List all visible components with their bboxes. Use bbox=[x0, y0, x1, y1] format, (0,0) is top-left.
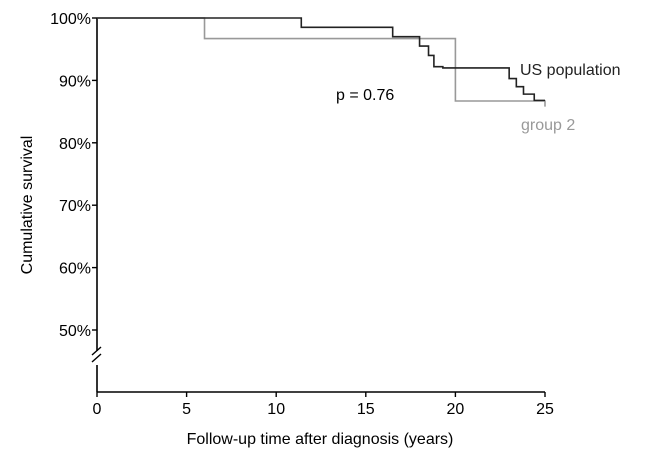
x-tick-label: 25 bbox=[536, 401, 554, 418]
labels-layer: 50% 60% 70% 80% 90% 100% 0 5 10 15 20 25 US populati… bbox=[50, 11, 620, 418]
y-tick-label: 100% bbox=[50, 11, 91, 28]
y-tick-label: 90% bbox=[59, 73, 91, 90]
x-tick-label: 0 bbox=[93, 401, 102, 418]
x-tick-label: 15 bbox=[357, 401, 375, 418]
y-tick-label: 60% bbox=[59, 261, 91, 278]
y-tick-label: 50% bbox=[59, 323, 91, 340]
x-axis-title: Follow-up time after diagnosis (years) bbox=[187, 431, 454, 448]
y-axis-title: Cumulative survival bbox=[19, 136, 36, 275]
series-line-group-2 bbox=[97, 17, 546, 107]
y-tick-label: 80% bbox=[59, 136, 91, 153]
y-axis-break-mark bbox=[91, 353, 102, 363]
x-tick-label: 5 bbox=[182, 401, 191, 418]
y-axis-break-mark bbox=[91, 346, 102, 356]
y-tick-label: 70% bbox=[59, 198, 91, 215]
series-line-us-population bbox=[97, 17, 545, 102]
series-layer bbox=[97, 17, 546, 107]
series-label-group-2: group 2 bbox=[521, 117, 575, 134]
series-label-us-population: US population bbox=[520, 62, 621, 79]
p-value-annotation: p = 0.76 bbox=[336, 87, 394, 104]
x-tick-label: 20 bbox=[447, 401, 465, 418]
axes bbox=[91, 17, 546, 397]
x-tick-label: 10 bbox=[267, 401, 285, 418]
